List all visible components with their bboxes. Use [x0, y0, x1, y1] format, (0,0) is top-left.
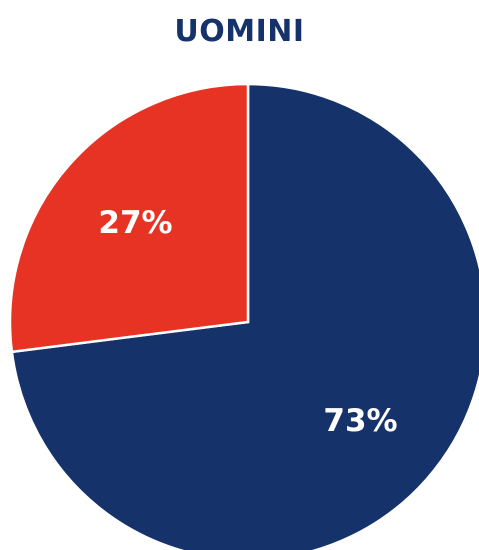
chart-title: UOMINI — [174, 14, 305, 49]
slice-label-0: 73% — [323, 403, 397, 439]
slice-label-1: 27% — [98, 205, 172, 241]
pie-slice-0 — [10, 82, 479, 550]
pie-slice-1 — [8, 82, 250, 354]
